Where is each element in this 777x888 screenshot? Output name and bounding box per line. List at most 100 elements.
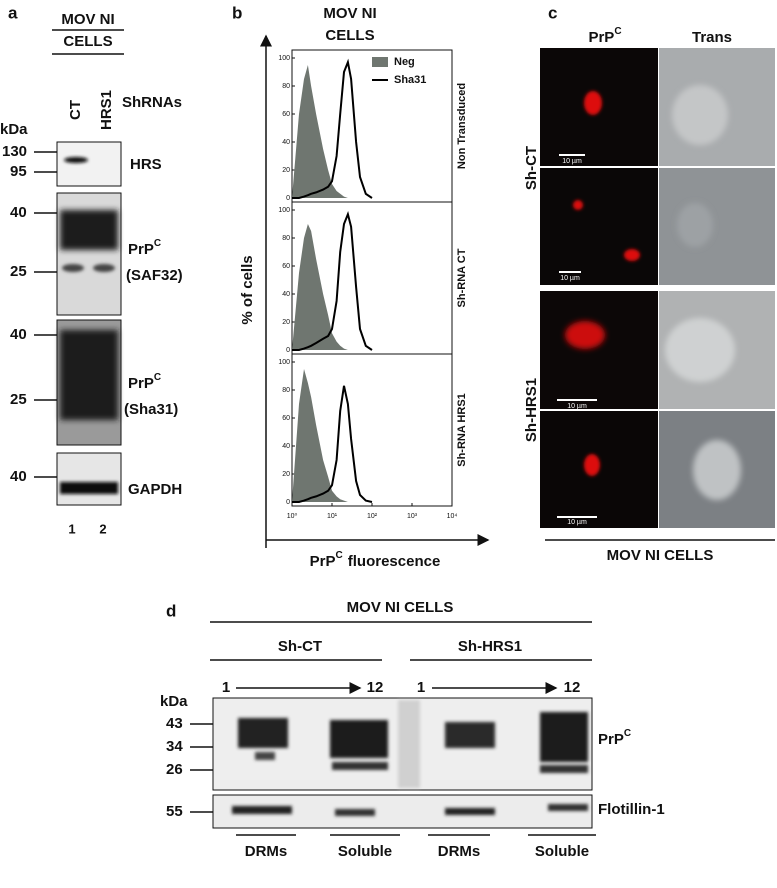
marker: 130: [2, 143, 27, 160]
line: [292, 58, 373, 199]
group-label: Sh-CT: [278, 638, 322, 655]
panel-b: b MOV NI CELLS % of cells PrPC fluorescen…: [232, 3, 490, 570]
y-tick-label: 20: [282, 319, 290, 326]
y-axis-label: % of cells: [239, 255, 256, 324]
blot-sublabel: (Sha31): [124, 401, 178, 418]
band: [64, 157, 88, 163]
marker: 55: [166, 803, 183, 820]
y-tick-label: 20: [282, 471, 290, 478]
y-tick-label: 20: [282, 167, 290, 174]
y-tick-label: 80: [282, 83, 290, 90]
lane-number: 2: [99, 521, 106, 536]
kda: kDa: [0, 121, 28, 138]
x-tick-label: 10²: [367, 513, 378, 520]
y-tick-label: 100: [278, 207, 290, 214]
legend-label: Neg: [394, 56, 415, 68]
y-tick-label: 80: [282, 235, 290, 242]
marker: 40: [10, 326, 27, 343]
pool-label: Soluble: [338, 843, 392, 860]
band-label: PrPC: [598, 728, 631, 748]
x-tick-label: 10⁴: [447, 513, 458, 520]
y-tick-label: 100: [278, 359, 290, 366]
title: MOV NI: [61, 11, 114, 28]
y-tick-label: 60: [282, 111, 290, 118]
area: [292, 65, 372, 198]
y-tick-label: 80: [282, 387, 290, 394]
fraction: 12: [564, 679, 581, 696]
x-axis-label: PrPC fluorescence: [310, 550, 441, 570]
marker: 43: [166, 715, 183, 732]
kda: kDa: [160, 693, 188, 710]
column-label: PrPC: [588, 26, 621, 46]
title: MOV NI CELLS: [347, 599, 454, 616]
legend-label: Sha31: [394, 74, 426, 86]
title: CELLS: [325, 27, 374, 44]
x-tick-label: 10³: [407, 513, 418, 520]
blot-sublabel: (SAF32): [126, 267, 183, 284]
y-tick-label: 60: [282, 415, 290, 422]
blot-label: HRS: [130, 156, 162, 173]
lane-label: CT: [67, 100, 84, 120]
marker: 26: [166, 761, 183, 778]
y-tick-label: 40: [282, 443, 290, 450]
band: [60, 330, 118, 420]
y-tick-label: 0: [286, 499, 290, 506]
scale-bar-label: 10 µm: [560, 275, 580, 282]
marker: 40: [10, 204, 27, 221]
panel-label: c: [548, 3, 557, 22]
blot-label: PrPC: [128, 238, 161, 258]
line: [292, 210, 373, 351]
bands: [232, 804, 588, 816]
title: MOV NI: [323, 5, 376, 22]
fraction: 1: [417, 679, 425, 696]
bands: [238, 700, 588, 788]
band: [60, 482, 118, 494]
marker: 40: [10, 468, 27, 485]
blot: [56, 452, 122, 506]
fraction: 12: [367, 679, 384, 696]
scale-bar-label: 10 µm: [567, 519, 587, 526]
marker: 34: [166, 738, 183, 755]
panel-label: a: [8, 3, 18, 22]
row-label: Sh-RNA CT: [456, 248, 468, 307]
lane-number: 1: [68, 521, 75, 536]
panel-a: a MOV NI CELLS CT HRS1 ShRNAs kDa 130 95…: [0, 3, 183, 536]
y-tick-label: 40: [282, 291, 290, 298]
band: [93, 264, 115, 272]
area: [292, 369, 372, 502]
fraction: 1: [222, 679, 230, 696]
band: [60, 210, 118, 250]
row-label: Sh-CT: [523, 146, 540, 190]
scale-bar-label: 10 µm: [567, 403, 587, 410]
row-label: Sh-RNA HRS1: [456, 393, 468, 467]
blot-label: PrPC: [128, 372, 161, 392]
shrna-label: ShRNAs: [122, 94, 182, 111]
panel-d: d MOV NI CELLS Sh-CT Sh-HRS1 1 12 1 12 k…: [160, 599, 665, 860]
marker: 25: [10, 263, 27, 280]
blot: [56, 141, 122, 187]
lane-label: HRS1: [98, 90, 115, 130]
marker: 25: [10, 391, 27, 408]
row-label: Sh-HRS1: [523, 378, 540, 442]
scale-bar-label: 10 µm: [562, 158, 582, 165]
row-label: Non Transduced: [456, 83, 468, 169]
y-tick-label: 100: [278, 55, 290, 62]
panel-label: b: [232, 3, 242, 22]
panel-label: d: [166, 601, 176, 620]
line: [292, 385, 373, 503]
x-tick-label: 10⁰: [287, 512, 298, 520]
title: CELLS: [63, 33, 112, 50]
y-tick-label: 0: [286, 347, 290, 354]
legend-swatch: [372, 57, 388, 67]
area: [292, 224, 372, 350]
y-tick-label: 40: [282, 139, 290, 146]
pool-label: DRMs: [438, 843, 481, 860]
pool-label: Soluble: [535, 843, 589, 860]
blot-label: GAPDH: [128, 481, 182, 498]
column-label: Trans: [692, 29, 732, 46]
pool-label: DRMs: [245, 843, 288, 860]
marker: 95: [10, 163, 27, 180]
y-tick-label: 0: [286, 195, 290, 202]
panel-c: c PrPC Trans 10 µm 10 µm 10 µm 10 µm Sh-…: [523, 3, 775, 564]
